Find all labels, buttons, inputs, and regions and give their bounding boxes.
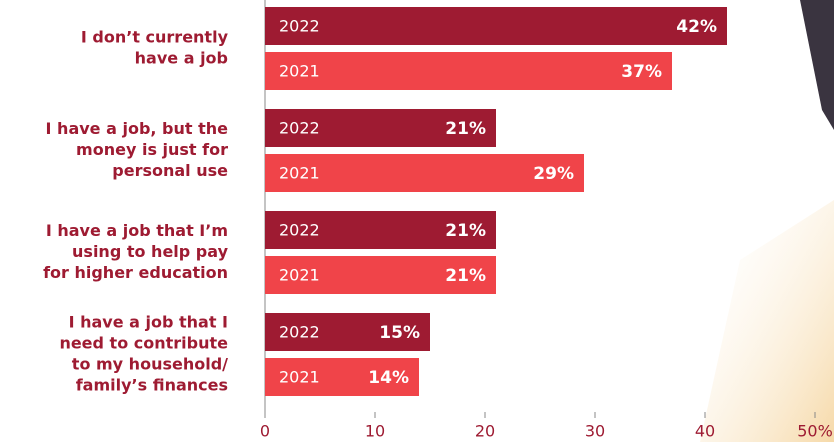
bar [265, 211, 496, 249]
x-tick-label: 30 [585, 422, 605, 441]
series-name: 2021 [279, 164, 320, 183]
category-label: need to contribute [59, 334, 228, 353]
bar [265, 52, 672, 90]
series-name: 2021 [279, 266, 320, 285]
photo-glow [700, 200, 834, 442]
category-label: using to help pay [72, 242, 229, 261]
category-label: have a job [135, 49, 228, 68]
category-label: I have a job that I’m [46, 221, 228, 240]
photo-fragment [800, 0, 834, 130]
x-tick-label: 10 [365, 422, 385, 441]
category-label: I have a job, but the [46, 119, 229, 138]
value-label: 15% [379, 323, 420, 343]
series-name: 2022 [279, 119, 320, 138]
bar [265, 7, 727, 45]
series-name: 2022 [279, 221, 320, 240]
value-label: 21% [445, 221, 486, 241]
x-tick-label: 50% [797, 422, 833, 441]
series-name: 2022 [279, 323, 320, 342]
bar [265, 109, 496, 147]
value-label: 21% [445, 266, 486, 286]
series-name: 2021 [279, 62, 320, 81]
category-label: for higher education [43, 263, 228, 282]
x-tick-label: 20 [475, 422, 495, 441]
category-label: money is just for [76, 140, 228, 159]
category-label: I don’t currently [81, 28, 229, 47]
bar [265, 313, 430, 351]
category-label: to my household/ [72, 355, 228, 374]
value-label: 42% [676, 17, 717, 37]
category-label: I have a job that I [69, 313, 228, 332]
value-label: 21% [445, 119, 486, 139]
value-label: 14% [368, 368, 409, 388]
value-label: 37% [621, 62, 662, 82]
bar [265, 256, 496, 294]
series-name: 2022 [279, 17, 320, 36]
x-tick-label: 0 [260, 422, 270, 441]
value-label: 29% [533, 164, 574, 184]
x-tick-label: 40 [695, 422, 715, 441]
series-name: 2021 [279, 368, 320, 387]
bar [265, 154, 584, 192]
bar [265, 358, 419, 396]
category-label: personal use [112, 161, 228, 180]
category-label: family’s finances [76, 376, 228, 395]
